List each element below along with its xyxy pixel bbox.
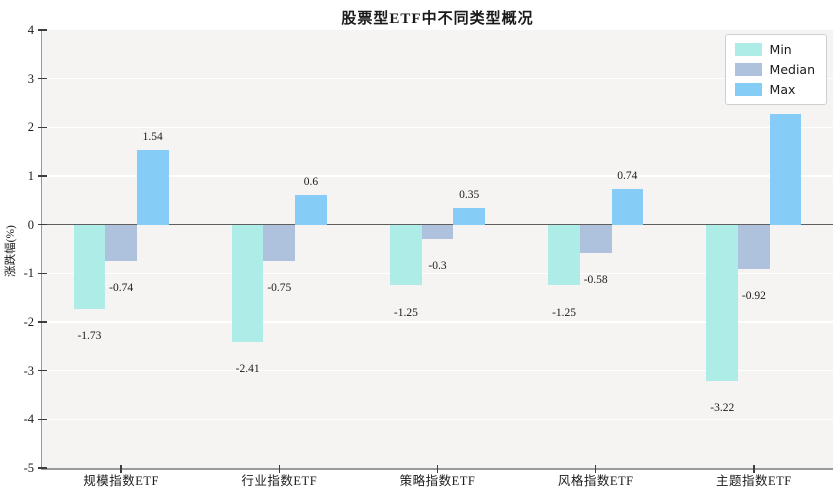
bar-median bbox=[738, 224, 770, 270]
y-tick-label: 0 bbox=[27, 217, 34, 232]
bar-min bbox=[390, 224, 422, 286]
legend: Min Median Max bbox=[724, 34, 827, 105]
y-axis-spine bbox=[40, 30, 42, 470]
bar-median bbox=[579, 224, 612, 253]
bar-median bbox=[263, 224, 296, 262]
bar-value-label: -3.22 bbox=[710, 402, 735, 415]
legend-item-median: Median bbox=[734, 62, 815, 77]
y-tick-label: -2 bbox=[23, 315, 34, 329]
y-tick bbox=[37, 321, 47, 323]
legend-item-min: Min bbox=[734, 42, 815, 57]
bar-value-label: -1.25 bbox=[393, 306, 418, 319]
gridline bbox=[42, 272, 833, 275]
y-tick-label: -4 bbox=[23, 412, 34, 427]
y-tick-label: 1 bbox=[27, 169, 34, 183]
bar-max bbox=[769, 114, 802, 225]
x-tick-label: 主题指数ETF bbox=[716, 474, 792, 488]
bar-value-label: -0.74 bbox=[109, 281, 134, 294]
y-tick bbox=[37, 418, 47, 421]
y-tick-label: 3 bbox=[27, 71, 34, 86]
bar-value-label: -1.73 bbox=[77, 329, 102, 342]
bar-median bbox=[105, 224, 137, 261]
x-tick bbox=[120, 464, 122, 473]
y-tick bbox=[37, 272, 47, 275]
x-tick bbox=[753, 464, 755, 473]
y-tick bbox=[37, 369, 47, 372]
bar-max bbox=[136, 149, 169, 225]
legend-label: Min bbox=[769, 42, 792, 57]
gridline bbox=[42, 77, 833, 80]
bar-value-label: 1.54 bbox=[142, 130, 163, 143]
y-tick-label: -1 bbox=[23, 266, 34, 281]
x-tick bbox=[278, 464, 281, 473]
y-tick bbox=[37, 29, 47, 31]
bar-max bbox=[295, 195, 327, 225]
gridline bbox=[42, 418, 833, 421]
gridline bbox=[42, 321, 833, 323]
gridline bbox=[42, 369, 833, 372]
bar-median bbox=[421, 224, 454, 240]
bar-value-label: 0.35 bbox=[459, 188, 480, 201]
x-tick-label: 行业指数ETF bbox=[241, 474, 318, 488]
chart-title: 股票型ETF中不同类型概况 bbox=[341, 11, 534, 27]
legend-swatch-max bbox=[734, 83, 762, 96]
bar-max bbox=[453, 207, 485, 225]
bar-value-label: -0.3 bbox=[428, 260, 447, 273]
bar-value-label: -0.58 bbox=[583, 273, 608, 286]
y-tick bbox=[37, 77, 47, 80]
bar-min bbox=[548, 224, 580, 286]
legend-label: Max bbox=[769, 82, 796, 97]
y-tick bbox=[37, 126, 47, 129]
bar-value-label: -0.75 bbox=[267, 282, 292, 295]
legend-label: Median bbox=[769, 62, 815, 77]
bar-value-label: -1.25 bbox=[552, 306, 577, 319]
legend-swatch-median bbox=[734, 63, 762, 76]
gridline bbox=[42, 126, 833, 129]
bar-value-label: 0.74 bbox=[617, 169, 638, 182]
y-tick bbox=[37, 467, 47, 469]
y-tick-label: 2 bbox=[27, 120, 34, 135]
bar-min bbox=[73, 224, 106, 309]
y-tick bbox=[37, 223, 47, 226]
y-tick-label: -5 bbox=[23, 461, 34, 475]
bar-value-label: -2.41 bbox=[235, 362, 260, 375]
x-tick-label: 策略指数ETF bbox=[399, 474, 476, 488]
bar-max bbox=[611, 188, 644, 225]
x-tick-label: 风格指数ETF bbox=[557, 474, 634, 488]
axes-background bbox=[42, 30, 833, 468]
bar-min bbox=[231, 224, 264, 342]
x-tick bbox=[594, 464, 597, 473]
gridline bbox=[42, 175, 833, 177]
bar-value-label: 0.6 bbox=[303, 176, 319, 189]
legend-swatch-min bbox=[734, 43, 762, 56]
y-tick bbox=[37, 175, 47, 177]
y-tick-label: -3 bbox=[23, 363, 34, 378]
y-tick-label: 4 bbox=[27, 23, 34, 37]
x-tick bbox=[436, 464, 439, 473]
legend-item-max: Max bbox=[734, 82, 815, 97]
bar-min bbox=[706, 224, 739, 382]
bar-value-label: -0.92 bbox=[741, 290, 766, 303]
x-tick-label: 规模指数ETF bbox=[83, 474, 159, 488]
